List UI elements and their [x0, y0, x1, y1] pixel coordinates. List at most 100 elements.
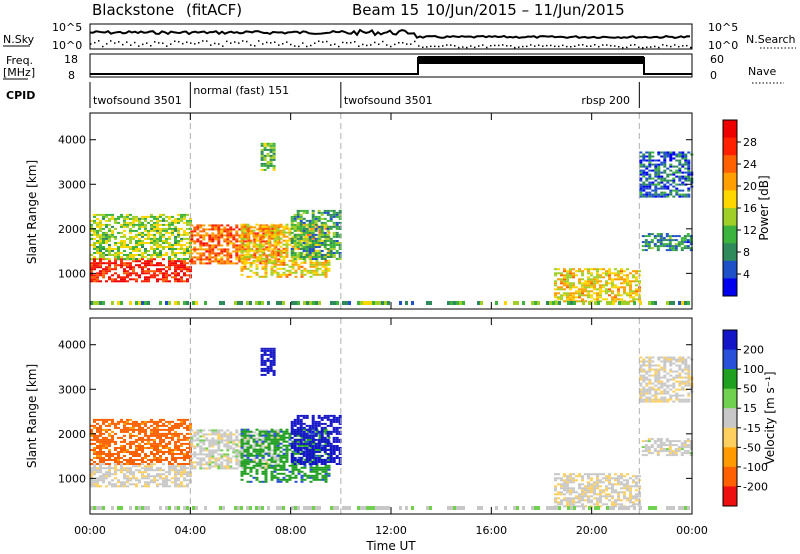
velocity-cell — [229, 457, 233, 460]
power-cell — [411, 301, 414, 305]
power-cell — [135, 260, 138, 263]
velocity-cell — [238, 453, 242, 456]
power-cell — [360, 301, 363, 305]
velocity-cell — [329, 459, 333, 461]
power-cell — [335, 258, 339, 260]
power-cell — [311, 244, 315, 246]
power-cell — [357, 301, 360, 305]
velocity-cell — [269, 351, 273, 354]
velocity-cell — [315, 478, 319, 481]
power-cell — [238, 254, 242, 257]
power-cell — [674, 249, 678, 252]
power-cell — [618, 301, 621, 305]
power-cell — [220, 256, 224, 259]
power-cell — [240, 235, 244, 238]
velocity-cell — [285, 440, 289, 443]
velocity-cell — [260, 353, 264, 356]
velocity-cell — [96, 457, 99, 459]
velocity-cell — [174, 424, 177, 427]
power-cell — [267, 225, 271, 228]
power-cell — [111, 231, 114, 234]
velocity-cell — [165, 432, 168, 435]
power-cell — [609, 301, 612, 305]
power-cell — [153, 223, 156, 226]
velocity-cell — [90, 479, 93, 482]
velocity-cell — [144, 477, 147, 480]
nsearch-dot — [154, 41, 156, 43]
power-cell — [552, 301, 555, 305]
velocity-cell — [123, 447, 126, 449]
power-cell — [132, 237, 135, 240]
velocity-cell — [90, 467, 93, 470]
power-cell — [205, 232, 209, 235]
power-cell — [654, 159, 658, 162]
power-cell — [285, 263, 289, 266]
power-cell — [265, 260, 269, 263]
power-cell — [282, 247, 286, 250]
velocity-cell — [147, 473, 150, 476]
power-cell — [93, 219, 96, 222]
power-cell — [663, 161, 667, 164]
power-cell — [581, 282, 584, 285]
power-cell — [563, 276, 566, 279]
power-cell — [563, 278, 566, 281]
nave-tick-bottom: 0 — [710, 69, 717, 82]
velocity-cell — [282, 460, 286, 463]
velocity-cell — [263, 363, 267, 366]
power-cell — [261, 245, 265, 248]
velocity-cell — [296, 416, 300, 419]
velocity-cell — [294, 468, 298, 471]
power-cell — [594, 301, 597, 305]
nsearch-dot — [598, 45, 600, 48]
power-cell — [294, 301, 297, 305]
nsearch-dot — [554, 45, 556, 48]
power-cell — [159, 262, 162, 265]
power-cell — [285, 255, 289, 258]
power-cell — [648, 173, 652, 176]
velocity-cell — [244, 453, 248, 456]
velocity-cell — [266, 347, 270, 350]
velocity-cell — [329, 453, 333, 455]
power-cell — [303, 301, 306, 305]
power-cell — [639, 155, 643, 158]
power-cell — [177, 227, 180, 230]
power-cell — [174, 221, 177, 224]
power-cell — [635, 278, 638, 281]
velocity-cell — [153, 457, 156, 459]
power-cell — [138, 231, 141, 234]
power-cell — [141, 231, 144, 234]
velocity-cell — [297, 456, 301, 459]
velocity-cell — [193, 453, 197, 456]
power-cell — [672, 171, 676, 174]
power-cell — [183, 252, 186, 254]
power-cell — [138, 258, 141, 260]
power-cell — [264, 267, 268, 270]
power-cell — [593, 286, 596, 289]
velocity-cell — [279, 430, 283, 433]
velocity-cell — [249, 446, 253, 449]
velocity-cell — [293, 430, 297, 433]
power-cell — [477, 301, 480, 305]
power-cell — [648, 175, 652, 178]
power-cell — [669, 165, 673, 168]
power-cell — [99, 240, 102, 242]
velocity-cell — [168, 485, 171, 488]
power-cell — [150, 254, 153, 256]
power-cell — [276, 235, 280, 238]
velocity-cell — [108, 422, 111, 425]
velocity-cell — [199, 451, 203, 454]
power-cell — [159, 244, 162, 246]
power-cell — [264, 233, 268, 236]
power-cell — [572, 298, 575, 301]
power-cell — [232, 246, 236, 249]
power-cell — [680, 243, 684, 246]
power-cell — [267, 259, 271, 262]
power-cell — [605, 284, 608, 287]
power-cell — [96, 258, 99, 260]
power-cell — [174, 217, 177, 220]
power-cell — [193, 260, 197, 263]
power-cell — [338, 258, 342, 260]
power-cell — [578, 292, 581, 295]
power-cell — [626, 280, 629, 283]
power-cell — [326, 219, 330, 222]
